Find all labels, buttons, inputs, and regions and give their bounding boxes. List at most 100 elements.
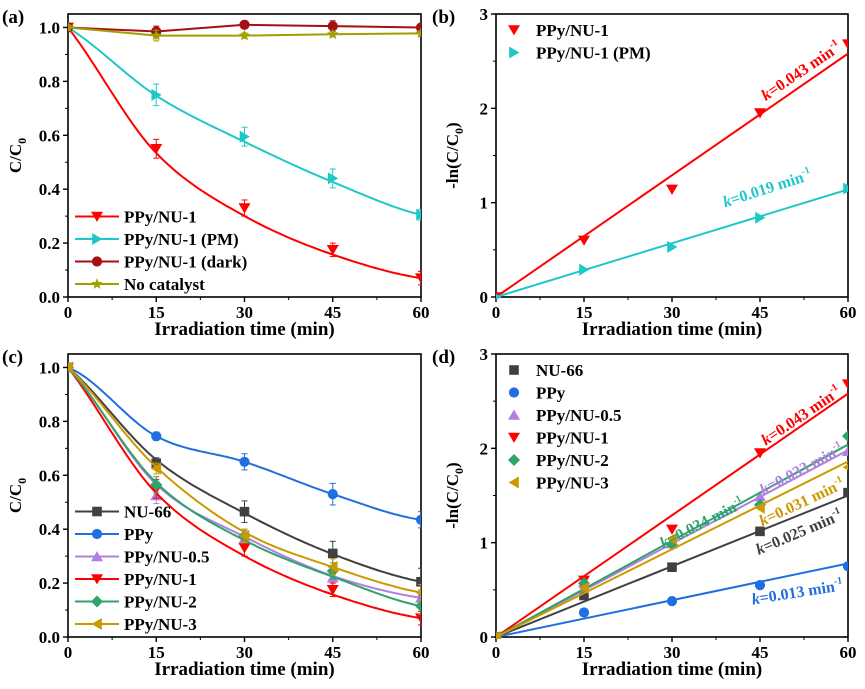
legend-label: PPy/NU-2 <box>536 451 609 470</box>
legend-marker <box>91 595 103 608</box>
legend-label: PPy/NU-2 <box>124 593 197 612</box>
fit-curve <box>68 26 421 216</box>
rate-constant-symbol: k <box>751 590 762 608</box>
rate-constant-unit-exponent: -1 <box>800 165 811 178</box>
data-point <box>415 273 421 284</box>
legend-item: PPy/NU-1 <box>75 208 197 227</box>
legend-marker <box>91 618 102 630</box>
panel-b: 0 15 30 45 60 0 1 2 3 Irradiation time (min) -ln(C… <box>432 5 857 340</box>
y-axis-title-subscript: 0 <box>15 138 29 144</box>
x-axis-title: Irradiation time (min) <box>154 659 334 680</box>
x-tick-label: 0 <box>64 643 73 662</box>
data-point <box>415 27 421 39</box>
legend-marker <box>508 476 519 489</box>
rate-constant-label: k=0.043 min-1 <box>757 382 844 449</box>
series-ppy <box>496 561 848 639</box>
legend-label: No catalyst <box>124 275 205 294</box>
plot-area <box>496 379 848 639</box>
data-point <box>579 263 590 276</box>
legend-item: NU-66 <box>75 503 171 522</box>
legend-item: PPy/NU-1 (dark) <box>75 253 247 272</box>
legend-label: PPy/NU-1 <box>124 208 197 227</box>
data-point <box>843 182 848 195</box>
data-point <box>239 19 250 30</box>
x-axis-title: Irradiation time (min) <box>582 319 762 340</box>
x-axis-title: Irradiation time (min) <box>582 659 762 680</box>
legend-label: PPy/NU-1 (dark) <box>124 253 247 272</box>
legend-item: PPy/NU-3 <box>75 615 197 634</box>
x-tick-label: 30 <box>236 643 253 662</box>
data-point <box>151 431 162 442</box>
x-tick-label: 30 <box>236 303 253 322</box>
y-tick-label: 0.0 <box>39 288 60 307</box>
legend-item: PPy/NU-1 <box>75 570 197 589</box>
data-point <box>666 524 678 535</box>
fit-curve <box>68 366 421 594</box>
panel-label: (c) <box>2 347 23 368</box>
y-axis-title: -ln(C/C0) <box>443 462 466 528</box>
fit-line <box>496 392 848 638</box>
series-ppy-nu-1-pm <box>68 24 421 221</box>
legend-item: PPy/NU-2 <box>75 593 197 612</box>
legend-item: PPy/NU-1 <box>508 429 609 448</box>
data-point <box>496 631 501 639</box>
legend-label: PPy/NU-1 (PM) <box>536 44 651 63</box>
legend-label: PPy/NU-1 <box>124 570 197 589</box>
y-axis-title-main: C/C <box>6 144 25 173</box>
data-point <box>667 241 678 254</box>
fit-curve <box>68 366 421 521</box>
x-tick-label: 60 <box>840 643 857 662</box>
fit-line <box>496 188 848 298</box>
x-tick-label: 0 <box>492 643 501 662</box>
legend-marker <box>92 233 103 245</box>
fit-line <box>496 460 848 638</box>
legend-item: PPy <box>508 384 566 403</box>
y-tick-label: 0 <box>480 288 489 307</box>
x-tick-label: 0 <box>492 303 501 322</box>
data-point <box>238 203 251 214</box>
data-point <box>842 39 848 50</box>
y-tick-label: 0.4 <box>39 520 61 539</box>
fit-curve <box>68 26 421 280</box>
y-tick-label: 0.2 <box>39 234 60 253</box>
data-point <box>416 208 421 221</box>
data-point <box>239 529 250 542</box>
fit-curve <box>68 366 421 620</box>
data-point <box>842 430 848 443</box>
y-tick-label: 0.0 <box>39 628 60 647</box>
data-point <box>68 21 74 33</box>
x-tick-label: 15 <box>576 303 593 322</box>
rate-constant-label: k=0.043 min-1 <box>757 37 844 104</box>
y-axis-title-main: -ln(C/C <box>443 134 462 189</box>
data-point <box>415 22 421 33</box>
y-axis-title: -ln(C/C0) <box>443 122 466 188</box>
data-point <box>327 548 338 559</box>
data-point <box>415 514 421 525</box>
rate-constant-value: =0.019 min <box>729 169 806 209</box>
x-tick-label: 30 <box>664 303 681 322</box>
rate-constant-label: k=0.034 min-1 <box>656 493 747 552</box>
legend-marker <box>91 574 103 585</box>
y-tick-label: 0 <box>480 628 489 647</box>
legend-marker <box>91 278 103 289</box>
fit-curve <box>68 366 421 607</box>
legend-label: PPy/NU-0.5 <box>536 406 621 425</box>
series-nu-66 <box>68 362 421 596</box>
legend-marker <box>508 387 520 398</box>
data-point <box>239 130 250 143</box>
data-point <box>68 361 73 374</box>
y-tick-label: 0.6 <box>39 466 60 485</box>
data-point <box>238 543 251 554</box>
fit-curve <box>68 366 421 599</box>
x-tick-label: 30 <box>664 643 681 662</box>
y-axis-title-subscript: 0 <box>452 468 466 474</box>
legend-label: PPy/NU-1 <box>536 429 609 448</box>
y-axis-title: C/C0 <box>6 478 29 513</box>
data-point <box>150 478 163 491</box>
data-point <box>150 462 162 475</box>
y-axis-title-main: -ln(C/C <box>443 474 462 529</box>
data-point <box>496 293 502 299</box>
legend-item: PPy/NU-1 <box>508 21 609 40</box>
series-ppy-nu-1-pm <box>496 182 848 299</box>
